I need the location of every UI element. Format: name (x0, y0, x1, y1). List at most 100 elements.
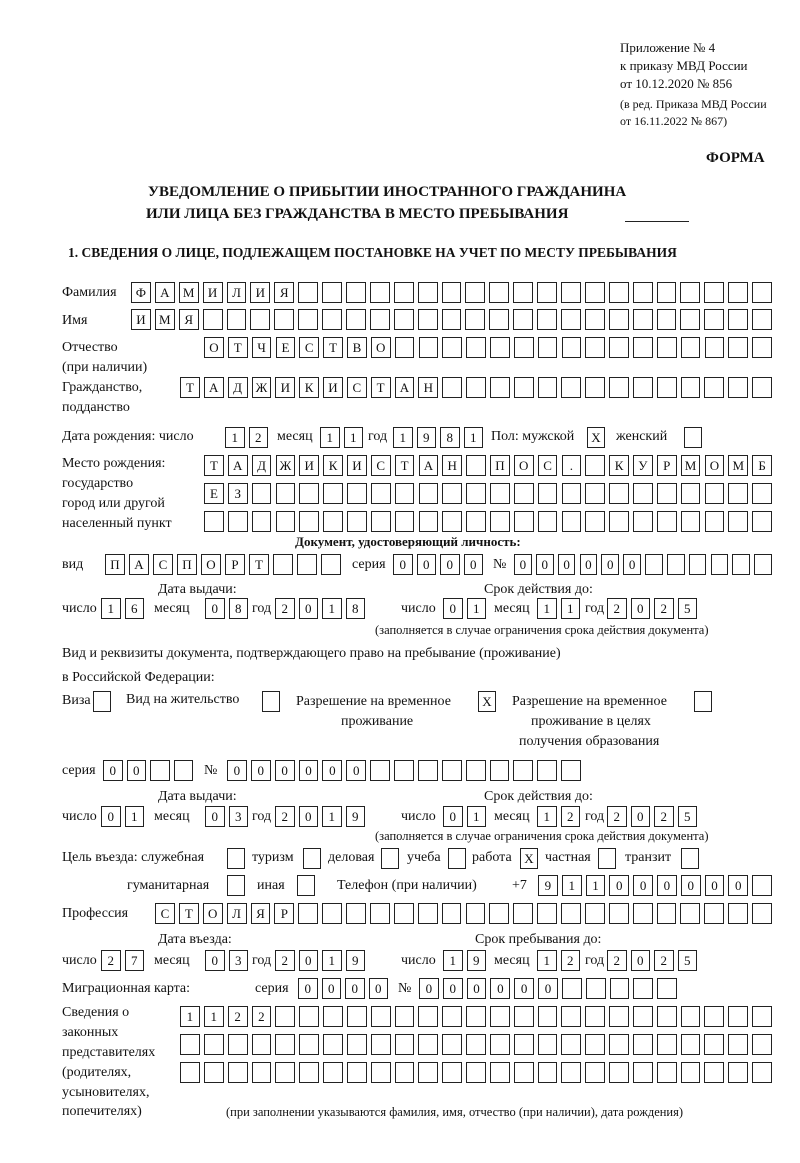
char-box[interactable] (561, 1006, 582, 1027)
char-box[interactable] (752, 337, 772, 358)
char-box[interactable]: Т (323, 337, 343, 358)
char-box[interactable] (299, 511, 320, 532)
char-box[interactable]: 0 (728, 875, 749, 896)
char-box[interactable] (608, 309, 629, 330)
char-box[interactable] (203, 1034, 224, 1055)
char-box[interactable]: 1 (124, 806, 144, 827)
char-box[interactable] (298, 282, 319, 303)
char-box[interactable] (752, 309, 772, 330)
char-box[interactable] (251, 483, 272, 504)
char-box[interactable] (226, 309, 247, 330)
char-box[interactable] (418, 1006, 439, 1027)
char-box[interactable] (656, 337, 677, 358)
char-box[interactable]: Р (274, 903, 295, 924)
char-box[interactable]: Т (394, 455, 415, 476)
char-box[interactable] (537, 760, 558, 781)
char-box[interactable] (298, 309, 319, 330)
char-box[interactable]: 0 (609, 875, 630, 896)
char-box[interactable]: Р (656, 455, 677, 476)
char-box[interactable]: 1 (101, 598, 121, 619)
char-box[interactable] (561, 337, 582, 358)
char-box[interactable]: О (704, 455, 725, 476)
char-box[interactable] (442, 511, 463, 532)
char-box[interactable]: X (478, 691, 496, 712)
char-box[interactable]: А (227, 455, 248, 476)
char-box[interactable]: Л (226, 903, 247, 924)
char-box[interactable] (370, 483, 391, 504)
char-box[interactable]: 0 (704, 875, 725, 896)
char-box[interactable] (346, 1006, 367, 1027)
char-box[interactable] (632, 1034, 653, 1055)
char-box[interactable]: С (299, 337, 320, 358)
char-box[interactable] (322, 903, 343, 924)
char-box[interactable] (466, 511, 486, 532)
char-box[interactable]: 2 (275, 598, 295, 619)
char-box[interactable] (299, 1006, 320, 1027)
char-box[interactable] (585, 1034, 606, 1055)
char-box[interactable] (752, 1062, 772, 1083)
char-box[interactable] (732, 554, 751, 575)
char-box[interactable]: 9 (416, 427, 436, 448)
char-box[interactable]: 0 (322, 760, 343, 781)
char-box[interactable] (710, 554, 729, 575)
purpose-transit-checkbox[interactable] (681, 848, 703, 869)
char-box[interactable]: З (227, 483, 248, 504)
char-box[interactable] (656, 377, 677, 398)
char-box[interactable] (656, 282, 677, 303)
char-box[interactable] (633, 978, 654, 999)
char-box[interactable] (180, 1034, 200, 1055)
char-box[interactable]: 0 (346, 760, 367, 781)
char-box[interactable] (537, 377, 558, 398)
char-box[interactable] (561, 1062, 582, 1083)
char-box[interactable] (537, 282, 557, 303)
char-box[interactable] (537, 1034, 558, 1055)
char-box[interactable] (598, 848, 616, 869)
char-box[interactable]: Л (226, 282, 247, 303)
char-box[interactable]: 0 (321, 978, 341, 999)
char-box[interactable] (323, 483, 343, 504)
char-box[interactable]: 5 (677, 806, 697, 827)
char-box[interactable]: 2 (654, 806, 674, 827)
char-box[interactable]: С (537, 455, 558, 476)
char-box[interactable] (393, 282, 414, 303)
char-box[interactable] (513, 377, 534, 398)
char-box[interactable] (608, 903, 629, 924)
char-box[interactable]: 1 (561, 875, 582, 896)
char-box[interactable]: 3 (228, 806, 248, 827)
char-box[interactable]: 0 (416, 554, 436, 575)
char-box[interactable] (347, 511, 367, 532)
char-box[interactable] (418, 511, 439, 532)
char-box[interactable] (442, 483, 463, 504)
purpose-private-checkbox[interactable] (598, 848, 620, 869)
char-box[interactable] (393, 903, 414, 924)
char-box[interactable]: 0 (443, 598, 463, 619)
char-box[interactable]: 0 (630, 806, 650, 827)
char-box[interactable] (584, 309, 605, 330)
char-box[interactable]: О (370, 337, 391, 358)
char-box[interactable]: 1 (322, 950, 342, 971)
char-box[interactable] (227, 875, 245, 896)
char-box[interactable]: 0 (345, 978, 365, 999)
char-box[interactable] (537, 1062, 558, 1083)
char-box[interactable]: 0 (466, 978, 487, 999)
char-box[interactable]: 0 (440, 554, 460, 575)
char-box[interactable] (262, 691, 280, 712)
char-box[interactable] (489, 282, 510, 303)
char-box[interactable]: А (154, 282, 175, 303)
temp-permit-checkbox[interactable]: X (478, 691, 500, 712)
char-box[interactable] (227, 848, 245, 869)
char-box[interactable] (227, 1034, 248, 1055)
char-box[interactable] (442, 1062, 463, 1083)
char-box[interactable]: X (520, 848, 538, 869)
char-box[interactable] (441, 282, 462, 303)
char-box[interactable] (442, 377, 463, 398)
char-box[interactable]: 0 (442, 978, 463, 999)
char-box[interactable]: 1 (393, 427, 413, 448)
char-box[interactable]: 0 (630, 598, 650, 619)
char-box[interactable] (609, 483, 629, 504)
